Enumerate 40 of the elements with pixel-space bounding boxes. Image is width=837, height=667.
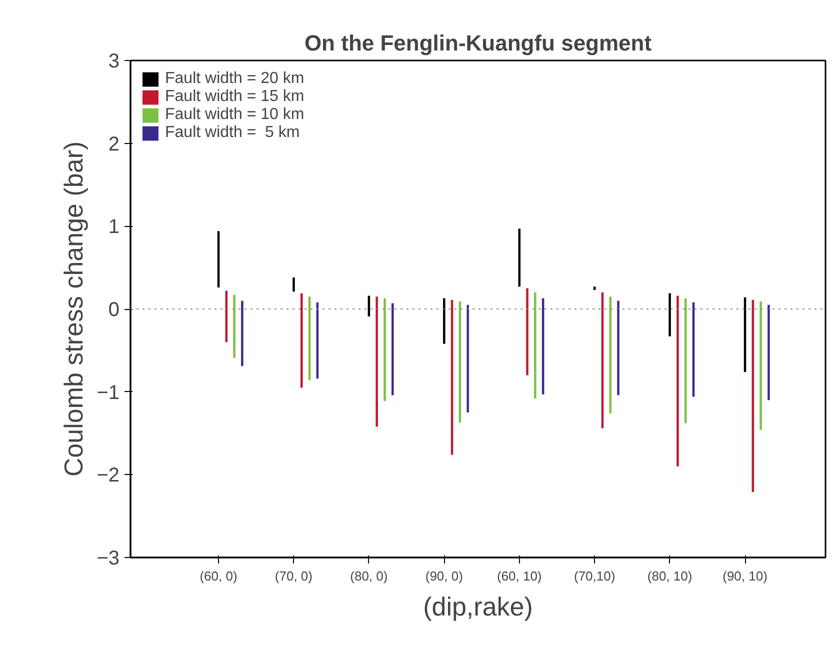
bar <box>760 302 762 430</box>
x-tick-label: (90, 0) <box>425 568 463 584</box>
bar <box>241 300 244 366</box>
bar <box>443 298 446 344</box>
x-tick-label: (60, 10) <box>496 568 542 584</box>
bar <box>392 303 394 396</box>
x-tick-label: (70, 0) <box>274 568 313 584</box>
bar <box>384 298 386 401</box>
x-tick-label: (80, 10) <box>647 568 692 584</box>
y-tick-label: −3 <box>96 548 120 570</box>
x-tick-label: (60, 0) <box>200 568 238 584</box>
x-tick-label: (70,10) <box>574 568 616 584</box>
bar <box>518 228 520 287</box>
y-tick-label: −1 <box>96 382 120 404</box>
legend-label: Fault width = 15 km <box>165 88 304 106</box>
legend-label: Fault width = 20 km <box>165 70 304 88</box>
bar <box>617 300 620 396</box>
bar <box>466 304 469 413</box>
bar <box>593 286 596 290</box>
bar <box>526 288 528 376</box>
legend-label: Fault width = 10 km <box>165 106 304 124</box>
x-tick-label: (80, 0) <box>350 568 388 584</box>
bar <box>292 278 295 292</box>
bar <box>768 304 770 400</box>
chart-title: On the Fenglin-Kuangfu segment <box>304 30 652 56</box>
bar <box>233 294 236 358</box>
bar <box>368 296 370 316</box>
y-tick-label: 2 <box>108 133 120 156</box>
y-tick-label: 0 <box>108 299 120 321</box>
x-tick-label: (90, 10) <box>722 568 768 584</box>
bar <box>676 296 679 466</box>
bar <box>376 296 378 427</box>
x-axis-title: (dip,rake) <box>423 592 533 622</box>
legend-label: Fault width = 5 km <box>165 124 300 142</box>
y-axis-title: Coulomb stress change (bar) <box>58 141 89 477</box>
y-tick-label: 3 <box>108 50 120 72</box>
y-tick-label: −2 <box>96 464 120 487</box>
bar <box>668 293 671 336</box>
bar <box>534 292 536 398</box>
y-tick-label: 1 <box>108 216 120 238</box>
